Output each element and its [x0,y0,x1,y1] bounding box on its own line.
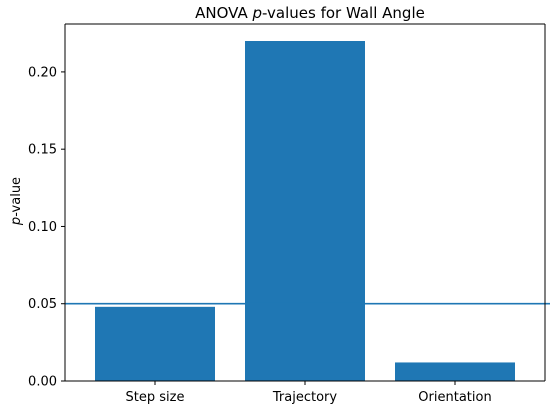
chart-title-italic: p [252,4,263,22]
y-axis-label-italic: p [9,217,24,226]
y-tick-label: 0.00 [28,375,57,390]
y-axis-label: p-value [9,177,24,226]
x-tick-label: Trajectory [272,390,337,405]
x-tick-label: Step size [126,390,185,405]
plot-area: 0.00 0.05 0.10 0.15 0.20 Step size Trajectory O… [28,23,550,405]
bar-trajectory [245,41,365,381]
y-axis-label-suffix: -value [9,177,24,217]
y-tick-label: 0.05 [28,297,57,312]
chart-title: ANOVA p-values for Wall Angle [195,4,425,22]
chart-title-prefix: ANOVA [195,4,252,22]
y-tick-label: 0.10 [28,220,57,235]
chart-title-suffix: -values for Wall Angle [262,4,425,22]
bar-step-size [95,306,215,381]
bar-orientation [395,362,515,381]
y-tick-label: 0.20 [28,65,57,80]
x-tick-label: Orientation [418,390,491,405]
y-tick-label: 0.15 [28,143,57,158]
